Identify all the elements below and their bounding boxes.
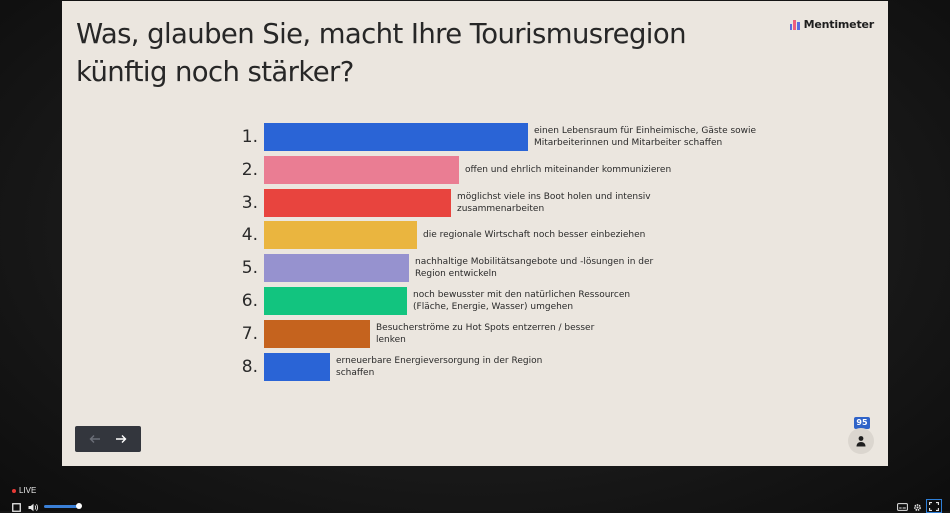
rank-number: 1. [241,127,258,147]
ranking-label: noch bewusster mit den natürlichen Resso… [413,290,631,312]
video-player-controls: LIVE [0,478,950,513]
rank-number: 3. [241,192,258,213]
gear-icon [914,503,921,511]
ranking-label: einen Lebensraum für Einheimische, Gäste… [534,126,757,148]
slide-title: Was, glauben Sie, macht Ihre Tourismusre… [76,18,687,88]
ranking-label: Besucherströme zu Hot Spots entzerren / … [376,322,595,345]
arrow-left-icon [89,435,100,443]
rank-number: 8. [241,356,258,377]
ranking-row: 3. möglichst viele ins Boot holen und int… [62,188,888,217]
mentimeter-logo: Mentimeter [789,18,875,31]
ranking-row: 5. nachhaltige Mobilitätsangebote und -lö… [62,254,888,283]
rank-number: 6. [241,291,258,311]
brand-name: Mentimeter [803,18,875,31]
speaker-icon [28,503,38,511]
live-dot-icon [12,488,16,493]
ranking-row: 8. erneuerbare Energieversorgung in der R… [62,352,888,381]
ranking-bar [264,123,528,151]
ranking-row: 7. Besucherströme zu Hot Spots entzerren … [62,319,888,348]
ranking-row: 4. die regionale Wirtschaft noch besser e… [62,221,888,250]
ranking-bar [264,254,409,283]
participant-count: 95 [854,417,870,429]
live-indicator: LIVE [12,486,36,495]
ranking-bar [264,287,407,315]
next-slide-button[interactable] [114,432,128,446]
participant-avatar [848,428,874,454]
ranking-label: die regionale Wirtschaft noch besser ein… [423,230,646,241]
previous-slide-button[interactable] [88,432,102,446]
ranking-bar [264,352,330,381]
rank-number: 5. [241,258,258,279]
ranking-row: 2. offen und ehrlich miteinander kommuniz… [62,155,888,184]
live-label: LIVE [19,486,37,495]
rank-number: 2. [241,159,258,180]
ranking-bar [264,188,451,217]
mentimeter-logo-icon [789,19,800,30]
volume-slider[interactable] [44,505,80,508]
volume-slider-handle[interactable] [76,503,82,509]
rank-number: 4. [241,225,258,246]
presentation-slide: Was, glauben Sie, macht Ihre Tourismusre… [62,1,888,466]
stop-icon [11,502,21,512]
participants-indicator[interactable]: 95 [847,417,875,457]
ranking-row: 6. noch bewusster mit den natürlichen Res… [62,287,888,315]
rank-number: 7. [241,323,258,344]
ranking-bar [264,155,459,184]
ranking-bar [264,319,370,348]
fullscreen-icon [929,501,939,511]
ranking-row: 1. einen Lebensraum für Einheimische, Gäs… [62,123,888,151]
captions-button[interactable] [896,502,908,512]
ranking-bar [264,221,417,250]
settings-button[interactable] [912,502,923,512]
captions-icon [896,503,908,511]
arrow-right-icon [116,435,127,443]
ranking-chart: 1. einen Lebensraum für Einheimische, Gäs… [62,1,888,466]
person-icon [856,436,866,447]
ranking-label: möglichst viele ins Boot holen und inten… [457,191,651,214]
volume-button[interactable] [27,502,39,512]
ranking-label: nachhaltige Mobilitätsangebote und -lösu… [415,257,654,280]
slide-navigation [75,426,141,452]
ranking-label: offen und ehrlich miteinander kommunizie… [465,164,672,175]
ranking-label: erneuerbare Energieversorgung in der Reg… [336,355,543,378]
